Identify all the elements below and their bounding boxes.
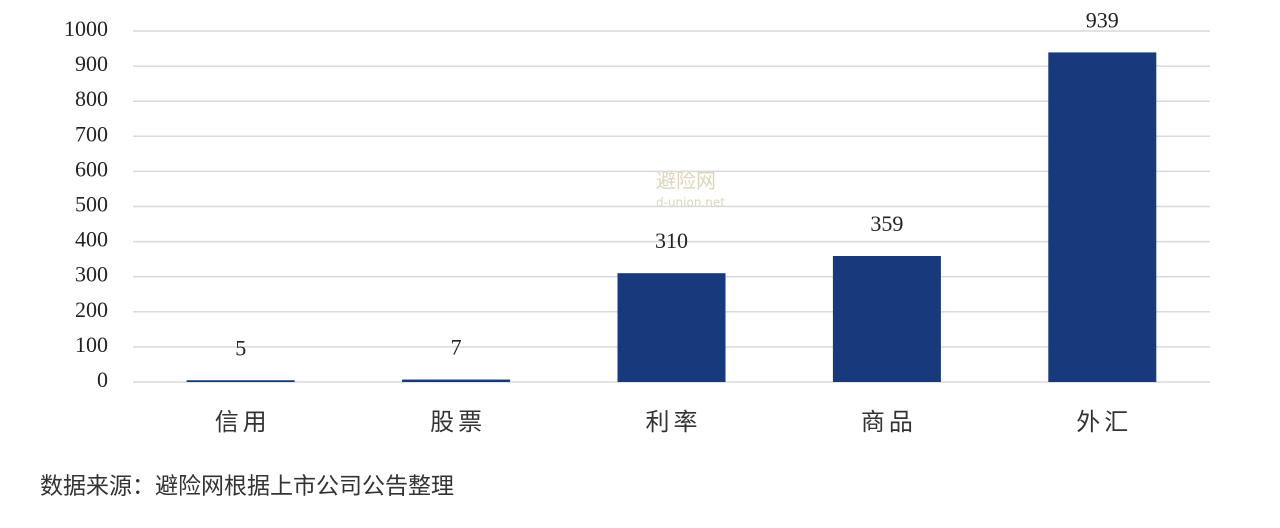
y-tick-label: 800 [75,86,108,111]
y-tick-label: 600 [75,156,108,181]
y-tick-label: 1000 [64,16,108,41]
bar [832,255,941,382]
y-tick-label: 500 [75,192,108,217]
data-label: 7 [451,335,462,360]
x-tick-label: 利率 [646,408,702,436]
data-label: 939 [1086,7,1119,32]
bar [186,380,295,382]
bar [1048,52,1157,382]
y-tick-label: 400 [75,227,108,252]
data-label: 5 [235,335,246,360]
data-label: 359 [870,211,903,236]
y-tick-label: 300 [75,262,108,287]
x-tick-label: 股票 [430,408,486,436]
x-tick-label: 外汇 [1076,408,1132,436]
bar [617,273,726,382]
watermark-name: 避险网 [656,169,716,193]
y-tick-label: 900 [75,51,108,76]
x-tick-label: 信用 [215,408,271,436]
y-tick-label: 100 [75,332,108,357]
y-tick-label: 700 [75,121,108,146]
x-tick-label: 商品 [861,408,917,436]
y-tick-label: 200 [75,297,108,322]
data-label: 310 [655,228,688,253]
source-note: 数据来源：避险网根据上市公司公告整理 [40,474,454,500]
watermark-url: d-union.net [656,196,725,210]
y-tick-label: 0 [97,367,108,392]
bar [402,379,511,382]
